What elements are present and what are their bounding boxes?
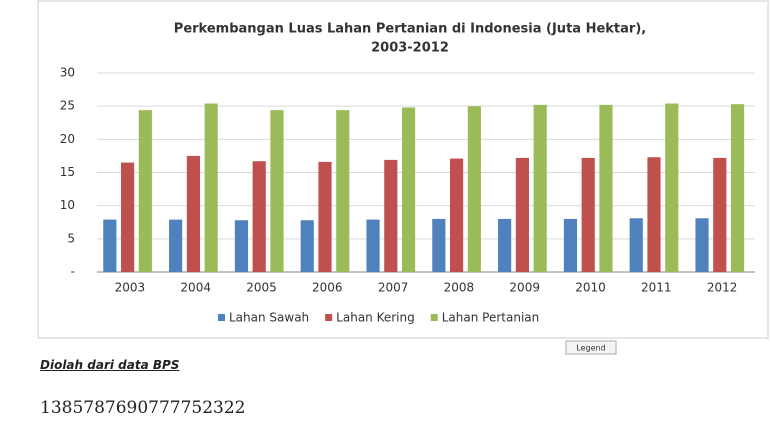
bar bbox=[533, 104, 547, 272]
bar bbox=[563, 218, 578, 272]
bar bbox=[599, 104, 613, 272]
caption: Diolah dari data BPS bbox=[40, 358, 180, 372]
bar bbox=[581, 157, 595, 272]
y-tick-label: - bbox=[71, 265, 75, 279]
bar bbox=[515, 157, 529, 272]
bar bbox=[730, 104, 745, 272]
bar bbox=[629, 218, 643, 272]
chart: Perkembangan Luas Lahan Pertanian di Ind… bbox=[37, 0, 769, 355]
x-tick-label: 2004 bbox=[180, 281, 211, 295]
x-tick-label: 2006 bbox=[312, 281, 343, 295]
bar bbox=[336, 110, 350, 272]
y-tick-label: 10 bbox=[60, 198, 75, 212]
legend-label: Lahan Pertanian bbox=[442, 311, 540, 325]
bar bbox=[450, 158, 464, 272]
bar bbox=[665, 103, 679, 272]
bar bbox=[366, 219, 380, 272]
x-tick-label: 2011 bbox=[641, 281, 672, 295]
bar bbox=[695, 218, 709, 272]
chart-title: Perkembangan Luas Lahan Pertanian di Ind… bbox=[174, 22, 646, 37]
bar bbox=[252, 161, 266, 272]
legend-label: Lahan Kering bbox=[336, 311, 415, 325]
bar bbox=[270, 110, 284, 272]
bar bbox=[432, 218, 446, 272]
bar bbox=[384, 159, 398, 272]
bar bbox=[647, 157, 661, 272]
legend-button-label[interactable]: Legend bbox=[576, 344, 605, 353]
legend-swatch bbox=[430, 314, 438, 321]
bar bbox=[138, 110, 152, 272]
x-tick-label: 2005 bbox=[246, 281, 277, 295]
x-tick-label: 2012 bbox=[707, 281, 738, 295]
x-tick-label: 2003 bbox=[115, 281, 146, 295]
post-id: 1385787690777752322 bbox=[40, 398, 246, 418]
legend-swatch bbox=[218, 314, 225, 321]
bar bbox=[103, 219, 117, 272]
x-tick-label: 2008 bbox=[444, 281, 475, 295]
legend-swatch bbox=[325, 314, 333, 321]
y-tick-label: 20 bbox=[60, 132, 75, 146]
y-tick-label: 15 bbox=[60, 165, 75, 179]
bar bbox=[121, 162, 135, 272]
bar bbox=[498, 218, 512, 272]
bar bbox=[401, 107, 416, 272]
x-tick-label: 2009 bbox=[509, 281, 540, 295]
x-tick-label: 2007 bbox=[378, 281, 409, 295]
y-tick-label: 5 bbox=[67, 231, 75, 245]
y-tick-label: 30 bbox=[60, 66, 75, 80]
legend-button[interactable] bbox=[565, 340, 617, 355]
bar bbox=[467, 106, 481, 273]
bar bbox=[204, 103, 218, 272]
chart-title: 2003-2012 bbox=[371, 41, 449, 56]
bar bbox=[169, 219, 183, 272]
bar bbox=[713, 157, 727, 272]
bar bbox=[186, 155, 200, 272]
bar bbox=[234, 220, 249, 272]
bar bbox=[318, 161, 332, 272]
bar bbox=[300, 220, 314, 272]
x-tick-label: 2010 bbox=[575, 281, 606, 295]
legend-label: Lahan Sawah bbox=[229, 311, 309, 325]
y-tick-label: 25 bbox=[60, 99, 75, 113]
